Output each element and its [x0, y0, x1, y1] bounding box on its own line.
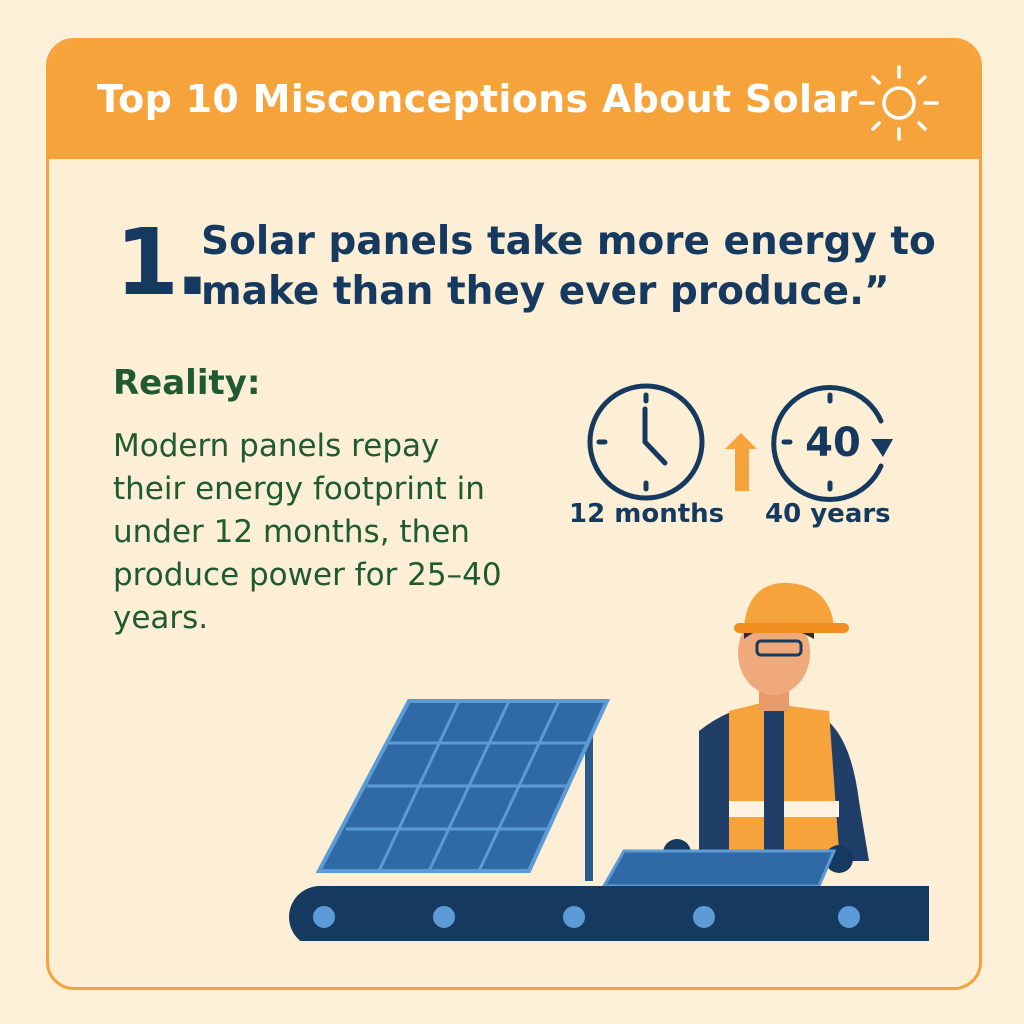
misconception-text: Solar panels take more energy to make th… [201, 219, 936, 314]
conveyor-belt-image [289, 886, 929, 941]
up-arrow-icon [725, 433, 757, 491]
infographic-card: Top 10 Misconceptions About Solar 1. Sol… [46, 38, 982, 990]
lifespan-label: 40 years [765, 499, 891, 529]
solar-panel-image [315, 699, 611, 881]
payback-label: 12 months [569, 499, 725, 529]
header-banner: Top 10 Misconceptions About Solar [49, 41, 979, 159]
cycle-number: 40 [805, 420, 861, 466]
cycle-arrowhead [871, 439, 893, 457]
factory-illustration [289, 582, 929, 941]
reality-text: Modern panels repay their energy footpri… [113, 428, 502, 636]
cycle-icon [771, 385, 884, 502]
worker-image [601, 582, 869, 888]
sun-icon [859, 65, 939, 141]
reality-heading: Reality: [113, 363, 261, 403]
payback-icons: 40 [587, 383, 893, 502]
misconception-number: 1. [115, 209, 210, 316]
clock-icon [587, 383, 705, 501]
header-title: Top 10 Misconceptions About Solar [97, 77, 858, 121]
